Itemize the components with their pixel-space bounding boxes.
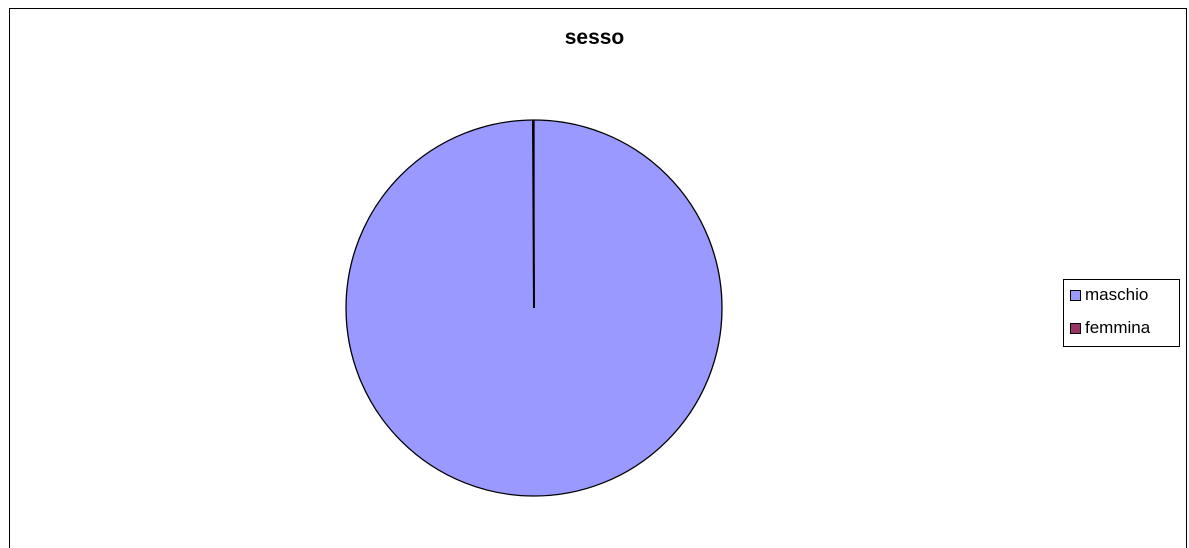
legend-swatch-maschio [1070,289,1081,301]
legend-label-maschio: maschio [1085,285,1149,304]
legend: maschio femmina [1063,279,1180,347]
legend-label-femmina: femmina [1085,318,1151,337]
legend-item-maschio: maschio [1070,285,1148,305]
chart-area [9,8,1187,548]
pie-chart [345,119,723,497]
legend-swatch-femmina [1070,322,1081,334]
chart-title: sesso [564,26,625,49]
legend-item-femmina: femmina [1070,318,1150,338]
pie-slice-boundary [532,119,535,309]
